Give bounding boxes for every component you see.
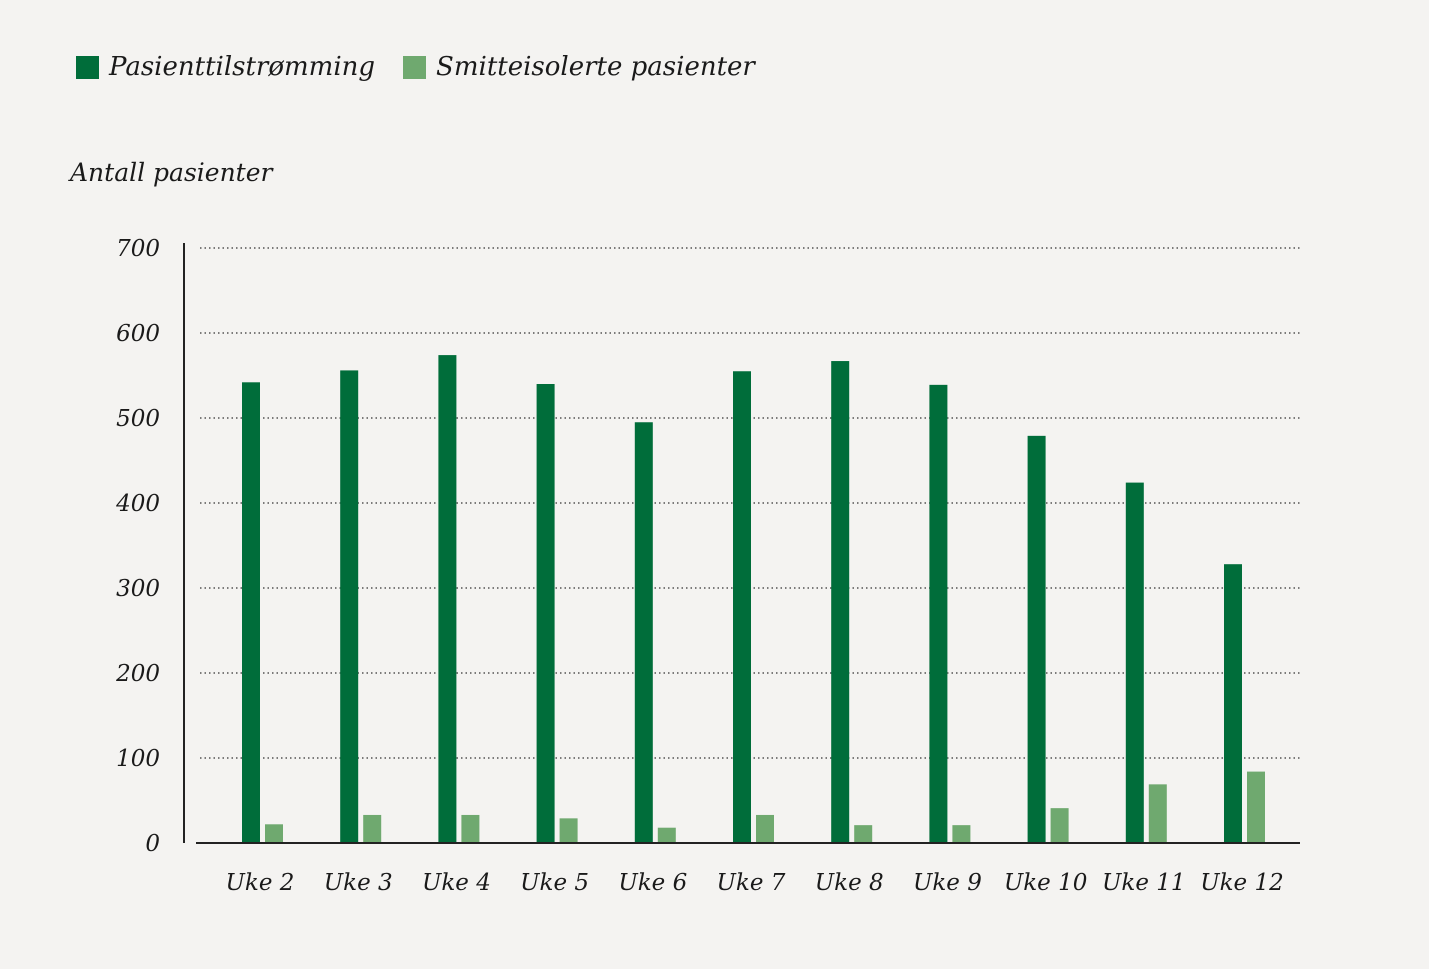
y-axis-label: Antall pasienter xyxy=(70,158,273,187)
bar-pasienttilstromming xyxy=(733,371,751,843)
bar-pasienttilstromming xyxy=(1027,435,1046,843)
bar-pasienttilstromming xyxy=(536,384,555,843)
legend-swatch xyxy=(403,55,427,79)
bar-pasienttilstromming xyxy=(242,382,260,843)
bar-smitteisolerte xyxy=(756,814,774,843)
bar-pasienttilstromming xyxy=(929,384,948,843)
x-tick-label: Uke 3 xyxy=(324,870,393,896)
y-tick-label: 100 xyxy=(116,746,160,772)
bar-pasienttilstromming xyxy=(1224,564,1242,843)
legend: Pasienttilstrømming Smitteisolerte pasie… xyxy=(76,52,783,82)
bar-smitteisolerte xyxy=(559,818,578,843)
bar-smitteisolerte xyxy=(1247,771,1265,843)
bar-pasienttilstromming xyxy=(634,422,653,843)
bar-smitteisolerte xyxy=(461,814,480,843)
bar-pasienttilstromming xyxy=(831,361,850,843)
x-tick-label: Uke 5 xyxy=(520,870,589,896)
x-tick-label: Uke 6 xyxy=(618,870,687,896)
bar-pasienttilstromming xyxy=(1125,482,1144,843)
y-tick-label: 500 xyxy=(116,406,160,432)
y-tick-label: 600 xyxy=(116,321,160,347)
bar-smitteisolerte xyxy=(363,814,382,843)
bar-smitteisolerte xyxy=(657,827,676,843)
y-tick-label: 400 xyxy=(115,491,160,517)
legend-swatch xyxy=(76,55,99,79)
x-tick-label: Uke 2 xyxy=(226,870,295,896)
bar-smitteisolerte xyxy=(952,825,971,843)
x-tick-label: Uke 8 xyxy=(815,870,884,896)
x-tick-label: Uke 10 xyxy=(1004,870,1088,896)
x-tick-label: Uke 4 xyxy=(422,870,491,896)
bar-smitteisolerte xyxy=(1050,808,1069,843)
bar-smitteisolerte xyxy=(265,824,283,843)
bar-smitteisolerte xyxy=(1148,784,1167,843)
bar-smitteisolerte xyxy=(854,825,873,843)
y-tick-label: 0 xyxy=(145,831,160,857)
legend-label: Pasienttilstrømming xyxy=(109,52,376,82)
y-tick-label: 200 xyxy=(115,661,160,687)
x-tick-label: Uke 12 xyxy=(1200,870,1284,896)
legend-item: Smitteisolerte pasienter xyxy=(403,52,755,82)
y-tick-label: 300 xyxy=(116,576,160,602)
x-tick-label: Uke 7 xyxy=(717,870,786,896)
legend-label: Smitteisolerte pasienter xyxy=(436,52,755,82)
bar-pasienttilstromming xyxy=(340,370,359,843)
legend-item: Pasienttilstrømming xyxy=(76,52,375,82)
x-tick-label: Uke 9 xyxy=(913,870,982,896)
bar-pasienttilstromming xyxy=(438,355,457,843)
x-tick-label: Uke 11 xyxy=(1102,870,1186,896)
y-tick-label: 700 xyxy=(116,236,160,262)
